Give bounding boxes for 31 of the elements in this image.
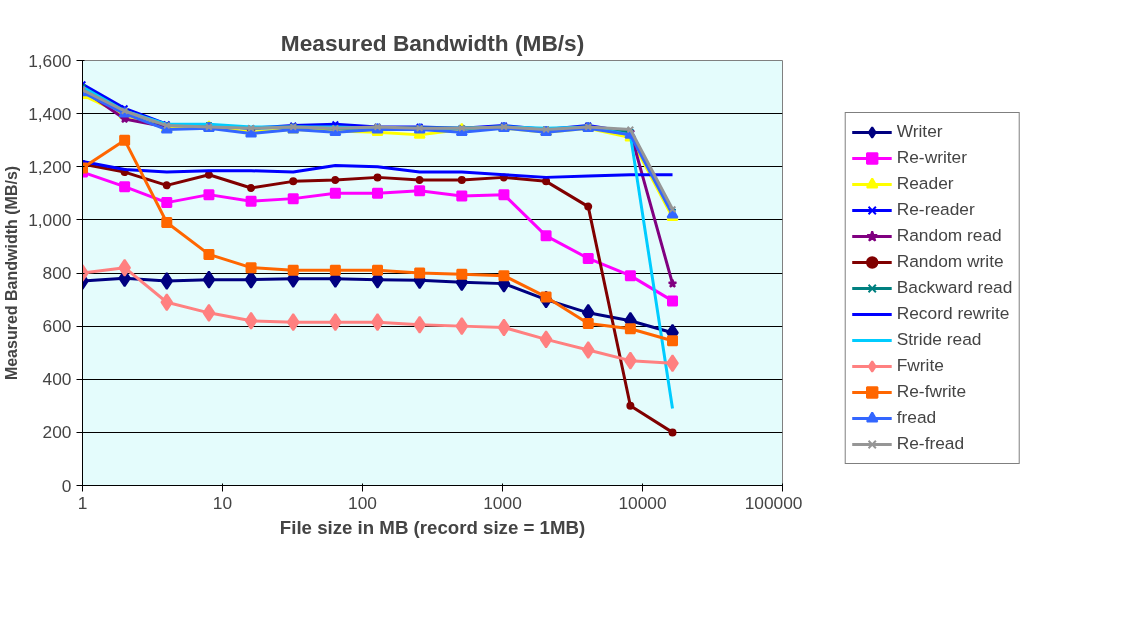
legend-label: Re-reader — [896, 198, 975, 221]
legend-label: Reader — [896, 172, 954, 195]
legend-label: Re-fread — [896, 432, 965, 455]
y-tick-label: 1,600 — [28, 50, 72, 71]
legend-label: Random write — [896, 250, 1004, 273]
y-tick-label: 400 — [42, 369, 72, 390]
legend-label: Re-writer — [896, 146, 967, 169]
x-tick-label: 100 — [348, 492, 377, 513]
y-tick-label: 1,400 — [28, 103, 72, 124]
y-tick-label: 1,000 — [28, 209, 72, 230]
chart-title: Measured Bandwidth (MB/s) — [280, 29, 585, 56]
y-tick-label: 600 — [42, 316, 72, 337]
legend-label: Writer — [896, 120, 943, 143]
legend-label: Backward read — [896, 276, 1013, 299]
legend-label: Random read — [896, 224, 1002, 247]
x-tick-label: 100000 — [744, 492, 803, 513]
legend-label: fread — [896, 406, 937, 429]
x-tick-label: 1 — [77, 492, 88, 513]
legend-label: Record rewrite — [896, 302, 1010, 325]
legend-label: Fwrite — [896, 354, 944, 377]
y-tick-label: 800 — [42, 263, 72, 283]
x-tick-label: 1000 — [483, 492, 522, 513]
y-axis-title: Measured Bandwidth (MB/s) — [3, 165, 21, 381]
x-tick-label: 10000 — [618, 492, 667, 513]
legend-label: Re-fwrite — [896, 380, 967, 403]
x-axis-title: File size in MB (record size = 1MB) — [279, 516, 586, 538]
legend-label: Stride read — [896, 328, 982, 351]
y-tick-label: 0 — [61, 475, 72, 496]
y-tick-label: 200 — [42, 422, 72, 443]
x-tick-label: 10 — [212, 492, 233, 513]
y-tick-label: 1,200 — [28, 156, 72, 177]
